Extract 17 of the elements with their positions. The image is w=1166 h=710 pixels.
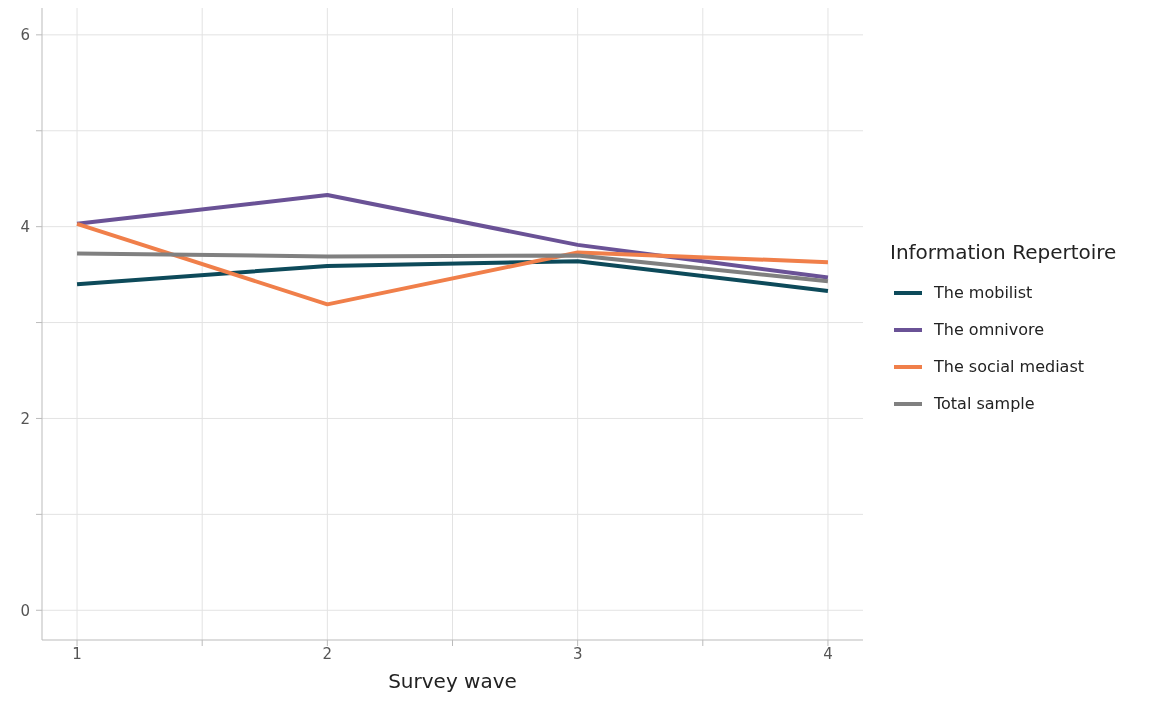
legend-label: The social mediast [933, 356, 1085, 378]
legend-label: The omnivore [933, 319, 1046, 341]
y-tick-label: 4 [20, 217, 30, 236]
line-series [75, 251, 830, 284]
y-tick-label: 2 [20, 409, 30, 428]
x-tick-label: 3 [572, 644, 583, 663]
line-series [75, 221, 830, 307]
x-tick-label: 2 [322, 644, 333, 663]
legend-title: Information Repertoire [890, 240, 1117, 264]
x-tick-label: 1 [72, 644, 82, 663]
x-tick-label: 4 [823, 644, 833, 663]
y-tick-label: 0 [20, 601, 30, 620]
legend-label: The mobilist [933, 282, 1034, 304]
y-tick-label: 6 [20, 26, 30, 45]
x-axis-title: Survey wave [388, 669, 517, 693]
legend-label: Total sample [933, 393, 1036, 415]
line-series [75, 259, 830, 293]
